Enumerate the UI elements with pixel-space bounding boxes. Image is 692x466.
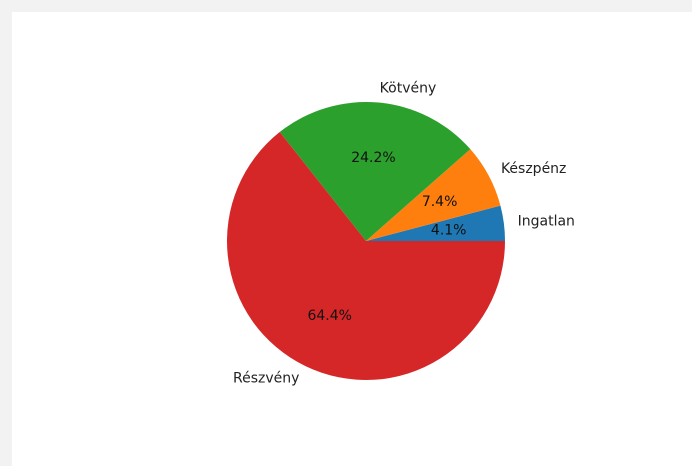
pct-label-reszveny: 64.4% <box>307 308 351 324</box>
slice-label-keszpenz: Készpénz <box>501 161 566 177</box>
pie-slice-reszveny <box>227 132 505 381</box>
pie-slice-kotveny <box>279 102 471 241</box>
pie-slices <box>227 102 505 381</box>
figure-canvas: Ingatlan 4.1% Készpénz 7.4% Kötvény 24.2% Rész… <box>12 12 692 466</box>
slice-label-reszveny: Részvény <box>233 371 299 387</box>
pie-slice-keszpenz <box>366 149 501 241</box>
pct-label-kotveny: 24.2% <box>351 150 395 166</box>
pie-labels: Ingatlan 4.1% Készpénz 7.4% Kötvény 24.2% Rész… <box>233 81 575 387</box>
pie-chart: Ingatlan 4.1% Készpénz 7.4% Kötvény 24.2% Rész… <box>227 81 575 387</box>
slice-label-ingatlan: Ingatlan <box>518 213 575 229</box>
slice-label-kotveny: Kötvény <box>380 81 437 97</box>
pct-label-ingatlan: 4.1% <box>431 222 467 238</box>
pct-label-keszpenz: 7.4% <box>422 194 458 210</box>
pie-slice-ingatlan <box>366 205 505 241</box>
